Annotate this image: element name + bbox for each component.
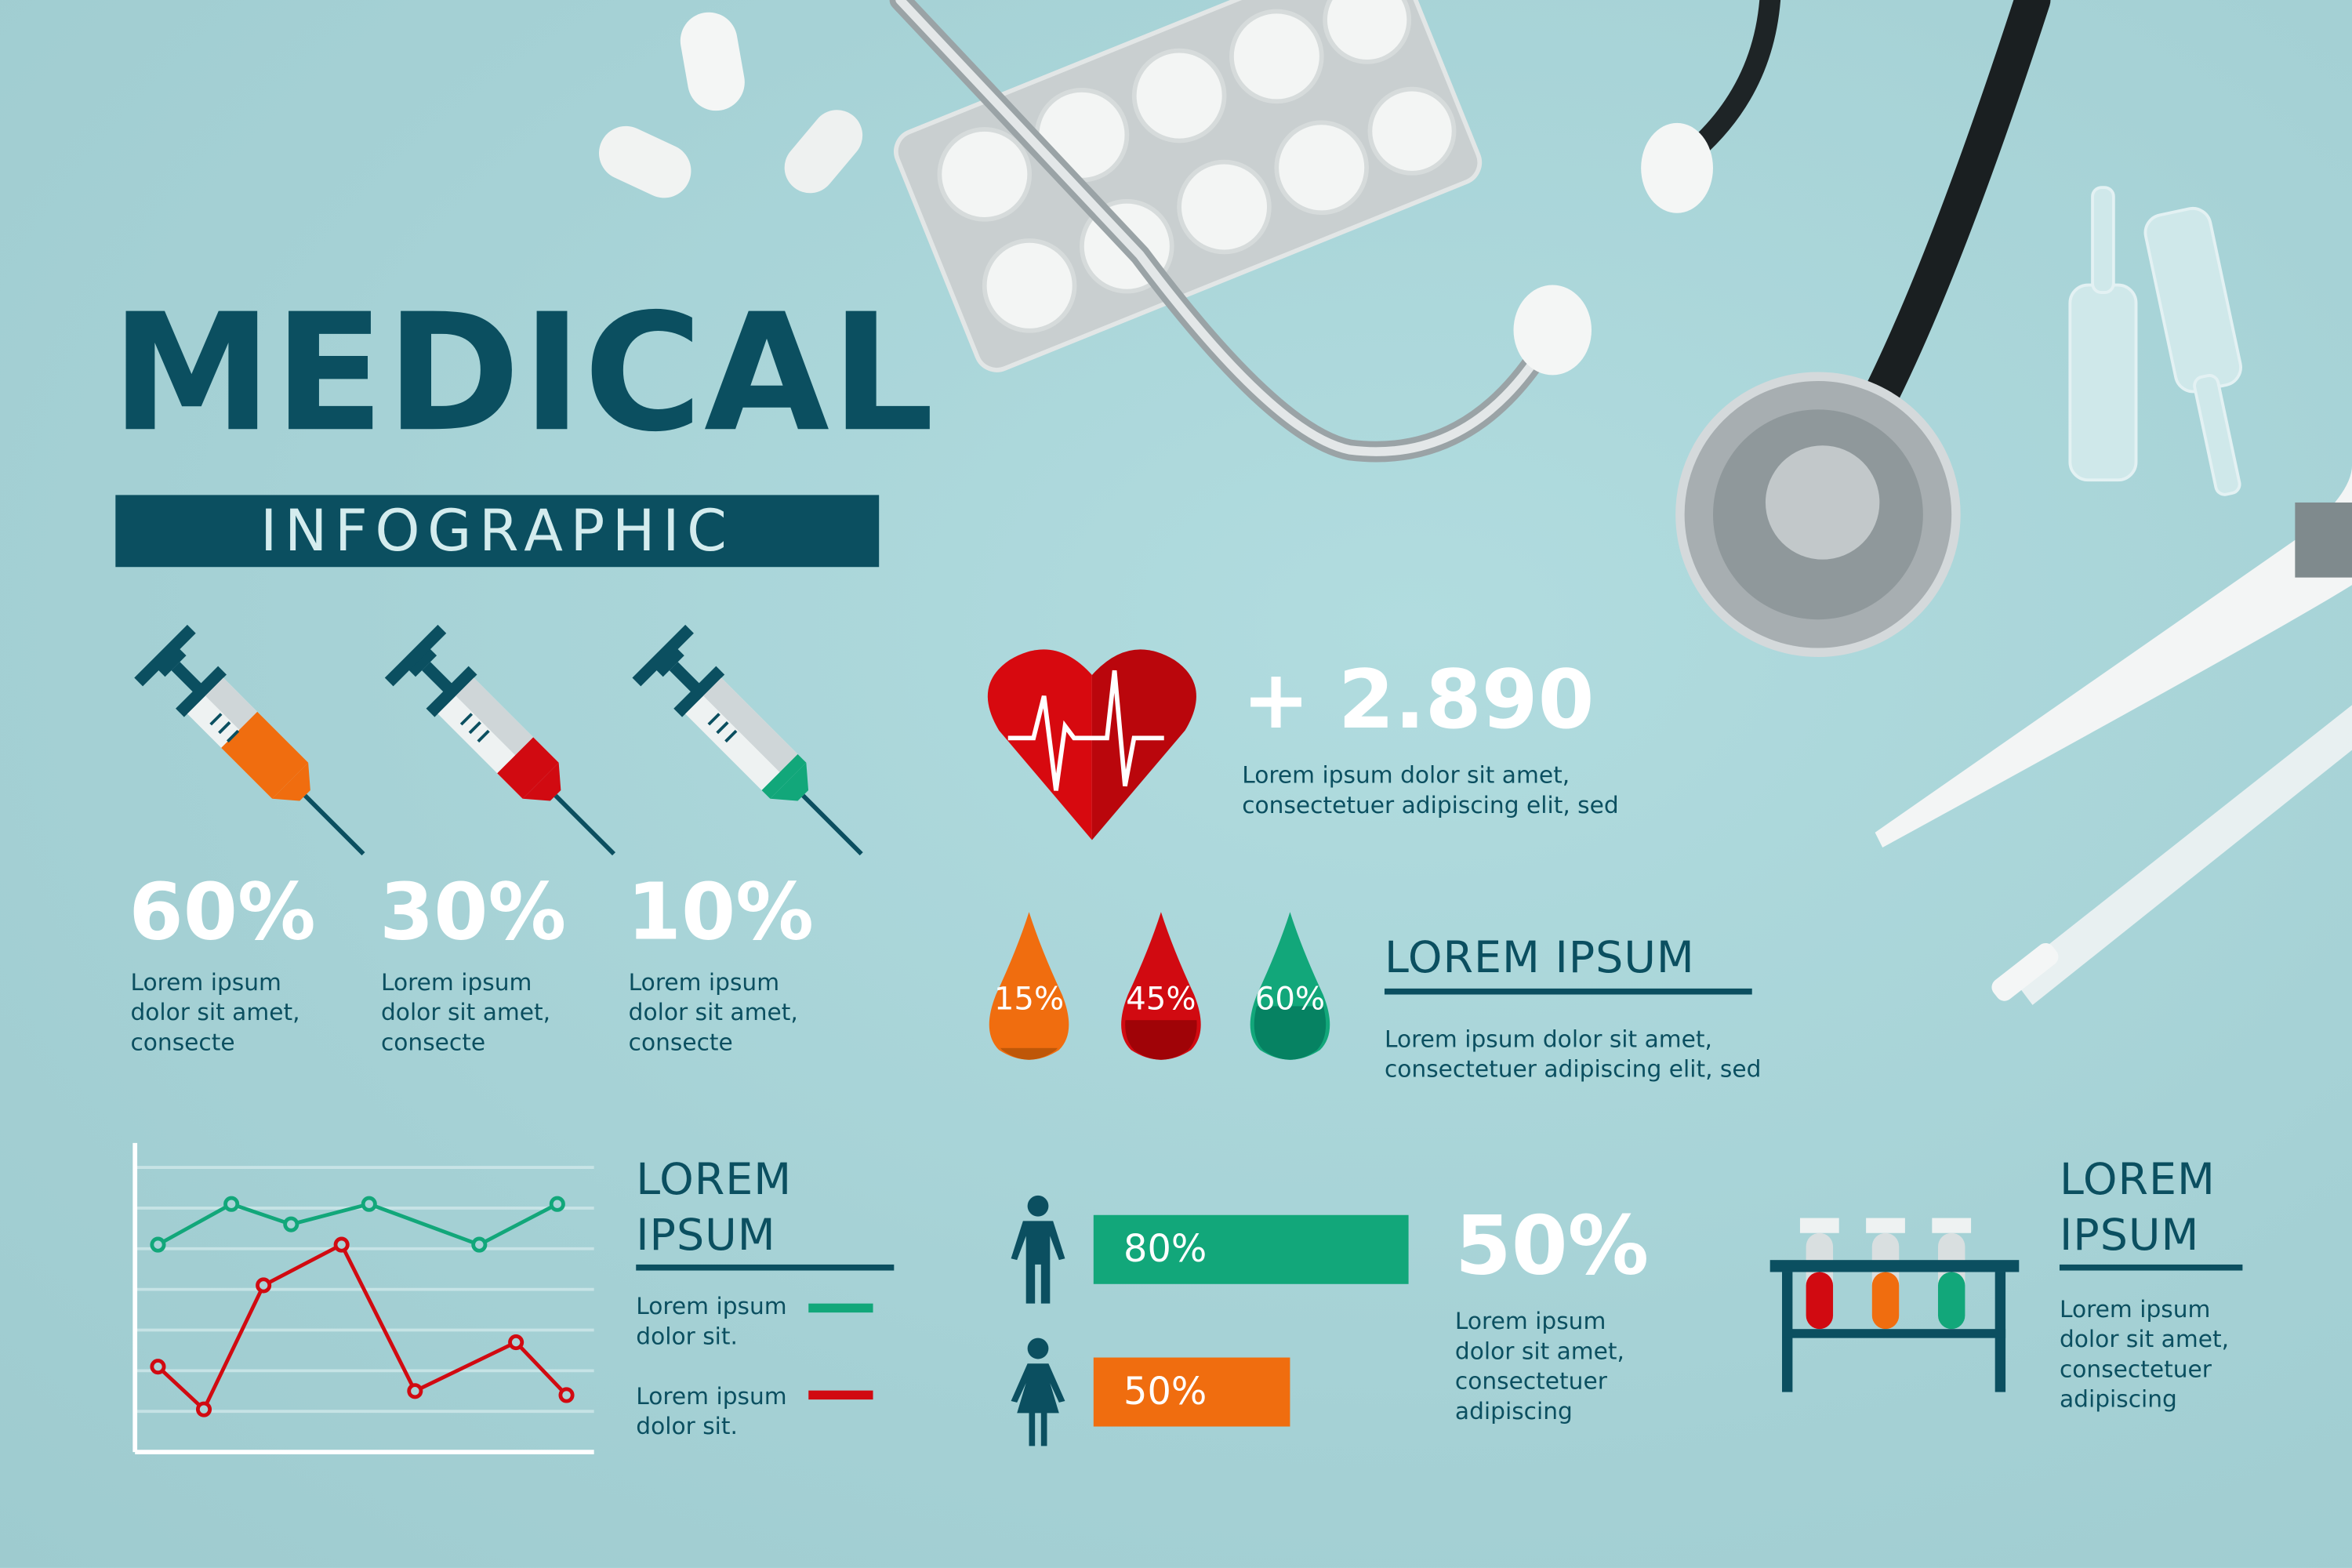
page-title: MEDICAL — [111, 280, 936, 468]
syringe-icon — [384, 624, 616, 856]
chart-point — [558, 1387, 575, 1403]
syringe-text-line: Lorem ipsum — [628, 968, 780, 996]
page-subtitle: INFOGRAPHIC — [260, 498, 735, 564]
syringe-text-line: consecte — [130, 1029, 235, 1056]
tubes-heading-rule — [2059, 1264, 2243, 1271]
syringe-text-line: consecte — [628, 1029, 733, 1056]
legend-text: dolor sit. — [636, 1413, 738, 1440]
syringe-text-line: consecte — [380, 1029, 486, 1056]
syringe-icon — [134, 624, 365, 856]
drop-label: 45% — [1126, 981, 1196, 1018]
legend-swatch-green — [808, 1303, 873, 1313]
tubes-text-line: Lorem ipsum — [2059, 1296, 2211, 1323]
syringe-icon — [632, 624, 863, 856]
heart-text-line: Lorem ipsum dolor sit amet, — [1242, 761, 1570, 789]
heart-stat: + 2.890 — [1242, 652, 1595, 747]
heart-text-line: consectetuer adipiscing elit, sed — [1242, 792, 1619, 819]
female-person-icon — [1011, 1338, 1065, 1446]
blood-drop-icon — [1121, 912, 1201, 1060]
syringe-text-line: Lorem ipsum — [130, 968, 281, 996]
tubes-text-line: consectetuer — [2059, 1356, 2212, 1384]
legend-item-green: Lorem ipsum dolor sit. — [636, 1291, 786, 1352]
pills-icon — [599, 12, 863, 198]
male-bar-label: 80% — [1123, 1227, 1207, 1271]
blood-drop-icon — [1250, 912, 1330, 1060]
chart-point — [150, 1236, 166, 1253]
chart-point — [361, 1196, 377, 1212]
drop-label: 15% — [993, 981, 1065, 1018]
syringe-percent: 30% — [379, 868, 567, 959]
legend-item-red: Lorem ipsum dolor sit. — [636, 1381, 786, 1442]
tubes-text-line: adipiscing — [2059, 1385, 2177, 1414]
thermometer-icon — [1875, 465, 2352, 848]
chart-point — [283, 1216, 299, 1232]
chart-heading-line: IPSUM — [636, 1209, 776, 1261]
chart-point — [508, 1334, 524, 1351]
syringe-text-line: dolor sit amet, — [628, 999, 798, 1026]
legend-text: dolor sit. — [636, 1323, 738, 1350]
syringe-text-line: dolor sit amet, — [130, 999, 300, 1026]
syringe-percent: 60% — [129, 868, 316, 959]
tubes-text-line: dolor sit amet, — [2059, 1326, 2230, 1353]
chart-point — [256, 1277, 272, 1294]
chart-heading-line: LOREM — [636, 1153, 793, 1205]
stethoscope-icon — [889, 0, 2051, 658]
chart-point — [150, 1359, 166, 1375]
gender-text-line: adipiscing — [1454, 1398, 1573, 1425]
female-progress-bar: 50% — [1093, 1357, 1290, 1427]
blood-drop-icon — [989, 912, 1069, 1060]
drops-text-line: Lorem ipsum dolor sit amet, — [1384, 1025, 1712, 1054]
ampoules-icon — [2068, 186, 2242, 496]
drop-label: 60% — [1254, 981, 1326, 1018]
chart-heading-rule — [636, 1264, 895, 1271]
female-bar-label: 50% — [1123, 1369, 1207, 1414]
syringe-text-line: Lorem ipsum — [380, 968, 532, 996]
line-chart — [132, 1142, 594, 1454]
syringe-photo-icon — [1991, 705, 2352, 1005]
subtitle-banner: INFOGRAPHIC — [115, 495, 880, 568]
gender-text-line: Lorem ipsum — [1454, 1308, 1606, 1335]
drops-heading: LOREM IPSUM — [1384, 931, 1695, 983]
syringe-text-line: dolor sit amet, — [380, 999, 551, 1026]
syringe-percent: 10% — [626, 868, 814, 959]
heart-heartbeat-icon — [987, 649, 1196, 840]
legend-text: Lorem ipsum — [636, 1383, 787, 1410]
gender-text-line: dolor sit amet, — [1454, 1338, 1624, 1366]
chart-series-line — [156, 1242, 568, 1413]
chart-point — [549, 1196, 565, 1212]
drops-heading-rule — [1384, 988, 1752, 995]
tubes-heading-line: LOREM — [2059, 1153, 2216, 1205]
blister-pack-icon — [894, 0, 1483, 372]
test-tube-rack-icon — [1769, 1218, 2020, 1392]
gender-stat: 50% — [1454, 1198, 1650, 1294]
chart-point — [471, 1236, 488, 1253]
tubes-heading-line: IPSUM — [2059, 1209, 2200, 1261]
chart-point — [333, 1236, 350, 1253]
chart-point — [223, 1196, 240, 1212]
male-progress-bar: 80% — [1093, 1214, 1408, 1284]
chart-point — [407, 1383, 423, 1399]
drops-text-line: consectetuer adipiscing elit, sed — [1384, 1055, 1762, 1083]
legend-text: Lorem ipsum — [636, 1293, 787, 1320]
male-person-icon — [1011, 1195, 1065, 1304]
chart-point — [195, 1401, 212, 1417]
chart-series-line — [157, 1202, 558, 1247]
legend-swatch-red — [808, 1390, 873, 1400]
gender-text-line: consectetuer — [1454, 1367, 1607, 1396]
